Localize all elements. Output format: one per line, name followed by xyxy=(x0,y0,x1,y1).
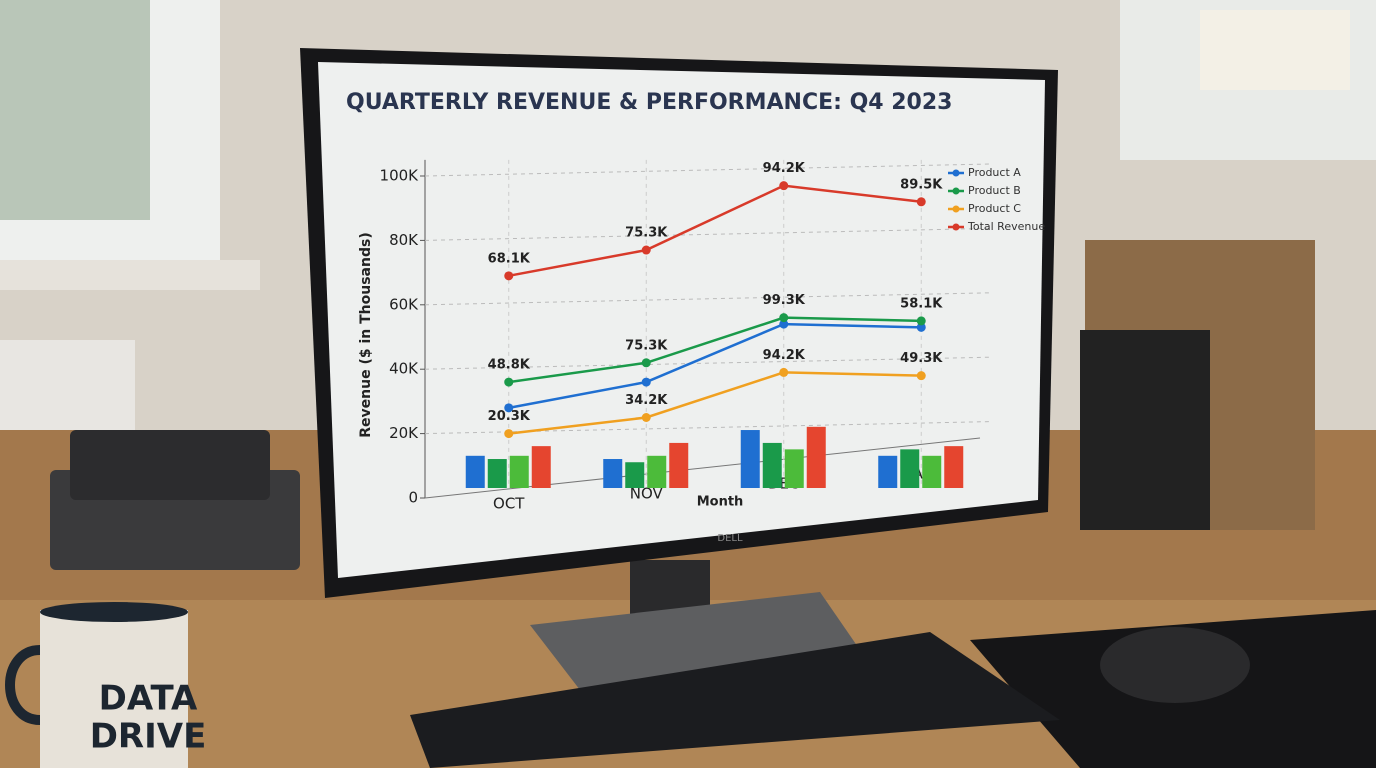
monitor-screen xyxy=(318,62,1045,578)
bar xyxy=(900,449,920,488)
y-tick-label: 100K xyxy=(380,167,420,185)
point-label: 99.3K xyxy=(763,293,806,308)
marker xyxy=(641,358,651,368)
point-label: 68.1K xyxy=(488,251,531,266)
marker xyxy=(641,377,651,387)
line xyxy=(508,371,922,435)
window-view xyxy=(0,0,150,220)
bar xyxy=(603,459,623,488)
point-label: 58.1K xyxy=(900,296,943,311)
legend-label: Product A xyxy=(968,166,1021,179)
grid-line xyxy=(424,227,991,241)
monitor-brand: DELL xyxy=(717,533,743,544)
monitor-base xyxy=(530,592,860,690)
mug-text: DRIVE xyxy=(90,717,207,757)
mug xyxy=(40,610,188,768)
grid-line xyxy=(424,421,991,435)
marker xyxy=(504,429,514,439)
point-label: 49.3K xyxy=(900,351,943,366)
bar xyxy=(509,455,529,488)
y-tick-label: 80K xyxy=(389,231,419,249)
marker xyxy=(504,271,514,281)
mug-handle xyxy=(5,645,41,725)
grid-line xyxy=(424,163,991,177)
mug-rim xyxy=(40,602,188,622)
point-label: 94.2K xyxy=(763,161,806,176)
marker xyxy=(916,371,926,381)
bar xyxy=(625,462,645,488)
bar xyxy=(531,446,551,488)
marker xyxy=(779,367,789,377)
point-label: 89.5K xyxy=(900,177,943,192)
marker xyxy=(916,316,926,326)
x-tick-label: OCT xyxy=(493,495,525,513)
bar xyxy=(740,430,760,488)
bar xyxy=(669,442,689,488)
legend-label: Product C xyxy=(968,202,1021,215)
marker xyxy=(916,322,926,332)
y-tick-label: 40K xyxy=(389,360,419,378)
legend-dot xyxy=(952,169,960,177)
marker xyxy=(779,181,789,191)
bar xyxy=(647,455,667,488)
window-sill xyxy=(0,260,260,290)
marker xyxy=(916,197,926,207)
point-label: 20.3K xyxy=(488,409,531,424)
bar xyxy=(762,442,782,488)
y-tick-label: 0 xyxy=(408,489,418,507)
legend-label: Total Revenue xyxy=(967,220,1045,233)
bar xyxy=(465,455,485,488)
bar xyxy=(944,446,964,488)
radiator xyxy=(0,340,135,445)
marker xyxy=(641,245,651,255)
notes xyxy=(1200,10,1350,90)
marker xyxy=(504,377,514,387)
book xyxy=(70,430,270,500)
grid-line xyxy=(424,292,991,306)
y-tick-label: 60K xyxy=(389,295,419,313)
folder-holder xyxy=(1080,330,1210,530)
line xyxy=(508,322,922,410)
marker xyxy=(779,313,789,323)
mug-text: DATA xyxy=(99,679,198,719)
marker xyxy=(779,319,789,329)
point-label: 75.3K xyxy=(625,338,668,353)
point-label: 75.3K xyxy=(625,226,668,241)
line xyxy=(508,316,922,384)
keyboard xyxy=(410,632,1060,768)
y-tick-label: 20K xyxy=(389,424,419,442)
legend-label: Product B xyxy=(968,184,1021,197)
grid-line xyxy=(424,356,991,370)
y-axis-label: Revenue ($ in Thousands) xyxy=(358,232,374,437)
x-tick-label: NOV xyxy=(630,485,664,503)
point-label: 94.2K xyxy=(763,348,806,363)
chart: QUARTERLY REVENUE & PERFORMANCE: Q4 2023… xyxy=(346,90,1045,513)
bar xyxy=(487,459,507,488)
bar xyxy=(784,449,804,488)
bar xyxy=(878,455,898,488)
marker xyxy=(641,413,651,422)
line xyxy=(508,184,922,278)
legend-dot xyxy=(952,223,960,231)
point-label: 48.8K xyxy=(488,358,531,373)
bar xyxy=(806,426,826,488)
point-label: 34.2K xyxy=(625,393,668,408)
legend-dot xyxy=(952,205,960,213)
marker xyxy=(504,403,514,413)
bar xyxy=(922,455,942,488)
legend-dot xyxy=(952,187,960,195)
x-axis-label: Month xyxy=(697,495,744,510)
mouse xyxy=(1100,627,1250,703)
chart-title: QUARTERLY REVENUE & PERFORMANCE: Q4 2023 xyxy=(346,90,952,115)
